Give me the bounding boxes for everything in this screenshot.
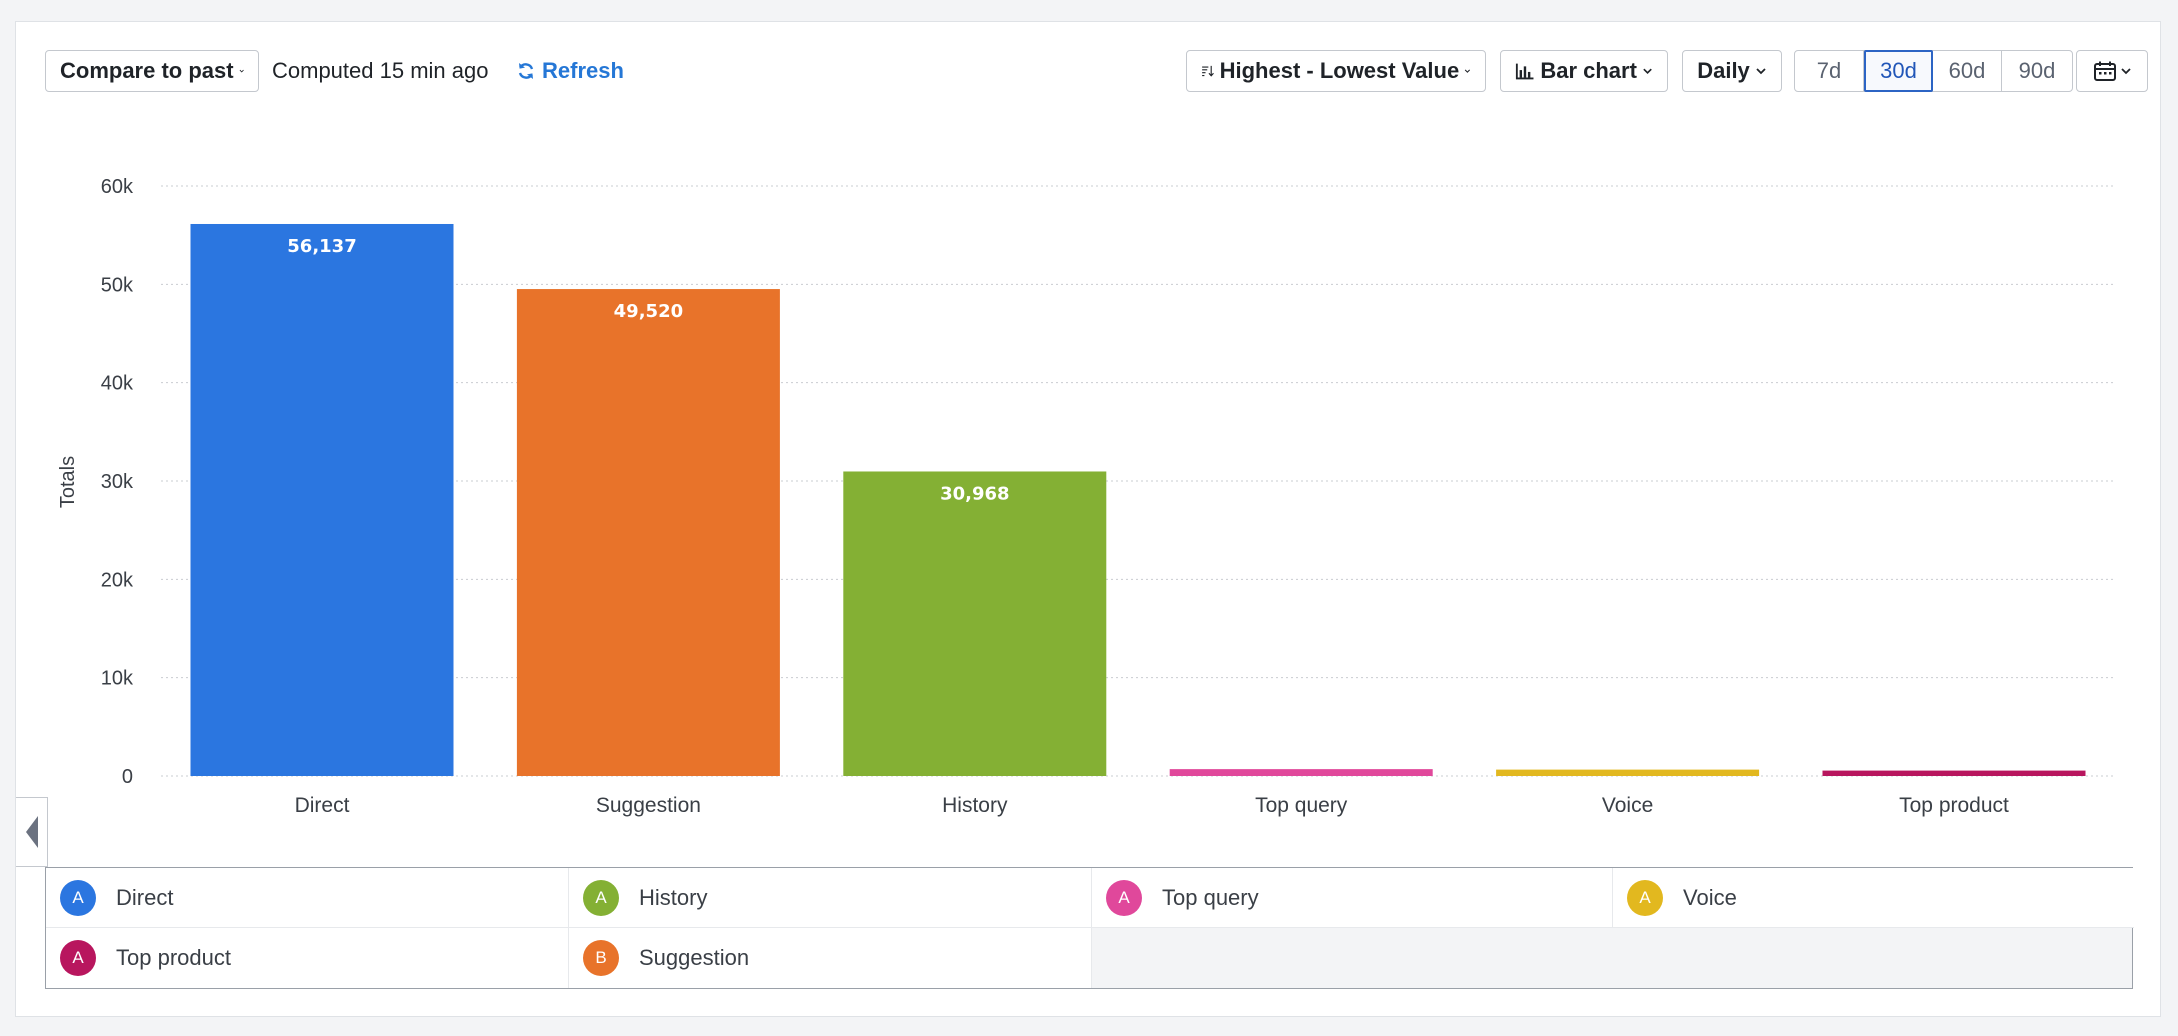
caret-left-icon: [25, 816, 38, 848]
date-range-selector: 7d 30d 60d 90d: [1794, 50, 2073, 92]
chevron-down-icon: [1464, 69, 1471, 73]
legend-item-voice[interactable]: A Voice: [1613, 868, 2134, 928]
bar-direct: [190, 223, 454, 777]
range-60d-button[interactable]: 60d: [1933, 51, 2002, 91]
y-axis-label: Totals: [57, 456, 79, 508]
range-90d-button[interactable]: 90d: [2018, 58, 2056, 83]
y-tick-label: 10k: [101, 668, 134, 690]
bar-suggestion: [516, 289, 780, 776]
bar-chart: 0 10k 20k 30k 40k 50k 60k Totals 56,137 Direct 49,…: [57, 176, 2116, 817]
legend-label: History: [639, 884, 708, 910]
x-tick-label: Top query: [1255, 794, 1348, 817]
bar-top-product: [1822, 770, 2086, 776]
range-30d-button[interactable]: 30d: [1864, 50, 1933, 92]
series-badge: B: [583, 940, 619, 976]
sort-descending-icon: [1202, 65, 1214, 77]
legend-label: Top query: [1162, 884, 1259, 910]
legend-item-top-query[interactable]: A Top query: [1092, 868, 1613, 928]
bar-top-query: [1169, 769, 1433, 776]
bar-value-label: 56,137: [287, 236, 356, 257]
y-tick-label: 50k: [101, 274, 134, 296]
refresh-icon: [518, 63, 534, 79]
sort-label: Highest - Lowest Value: [1219, 58, 1460, 83]
refresh-button[interactable]: Refresh: [516, 50, 624, 92]
chart-legend: A Direct A History A Top query A Voice A…: [45, 867, 2134, 989]
y-tick-label: 60k: [101, 176, 134, 198]
computed-status: Computed 15 min ago: [272, 58, 489, 83]
legend-item-history[interactable]: A History: [569, 868, 1092, 928]
compare-label: Compare to past: [60, 58, 234, 83]
x-tick-label: Direct: [295, 794, 350, 817]
legend-label: Suggestion: [639, 945, 750, 970]
series-badge: A: [1627, 879, 1663, 916]
y-tick-label: 20k: [101, 569, 134, 591]
y-tick-label: 40k: [101, 373, 134, 395]
refresh-label: Refresh: [542, 58, 624, 83]
legend-item-direct[interactable]: A Direct: [46, 868, 569, 928]
calendar-icon: [2093, 61, 2116, 81]
legend-label: Direct: [116, 884, 174, 910]
legend-label: Top product: [116, 945, 231, 970]
interval-label: Daily: [1697, 58, 1750, 83]
x-tick-label: Suggestion: [596, 794, 701, 817]
sort-order-dropdown[interactable]: Highest - Lowest Value: [1186, 50, 1486, 92]
chart-card: Compare to past Computed 15 min ago Refr…: [15, 21, 2161, 1017]
series-badge: A: [583, 879, 619, 916]
bar-chart-icon: [1515, 63, 1534, 80]
range-7d-button[interactable]: 7d: [1795, 51, 1864, 91]
bar-history: [843, 471, 1107, 776]
chevron-down-icon: [239, 69, 244, 73]
series-badge: A: [60, 879, 96, 916]
legend-label: Voice: [1683, 884, 1737, 910]
bar-value-label: 30,968: [940, 483, 1009, 504]
chart-type-label: Bar chart: [1540, 58, 1637, 83]
y-tick-label: 0: [122, 766, 133, 788]
x-tick-label: Top product: [1899, 794, 2009, 817]
chart-type-dropdown[interactable]: Bar chart: [1500, 50, 1668, 92]
legend-item-suggestion[interactable]: B Suggestion: [569, 928, 1092, 988]
interval-dropdown[interactable]: Daily: [1682, 50, 1782, 92]
series-badge: A: [1106, 879, 1142, 916]
x-tick-label: Voice: [1602, 794, 1653, 817]
chevron-down-icon: [1756, 68, 1766, 75]
legend-item-top-product[interactable]: A Top product: [46, 928, 569, 988]
custom-date-button[interactable]: [2076, 50, 2148, 92]
bar-voice: [1496, 769, 1760, 776]
collapse-panel-tab[interactable]: [16, 797, 48, 867]
bar-value-label: 49,520: [614, 301, 683, 322]
y-tick-label: 30k: [101, 471, 134, 493]
series-badge: A: [60, 940, 96, 976]
chevron-down-icon: [2120, 68, 2131, 75]
compare-to-past-dropdown[interactable]: Compare to past: [45, 50, 259, 92]
chevron-down-icon: [1643, 68, 1652, 75]
x-tick-label: History: [942, 794, 1008, 817]
